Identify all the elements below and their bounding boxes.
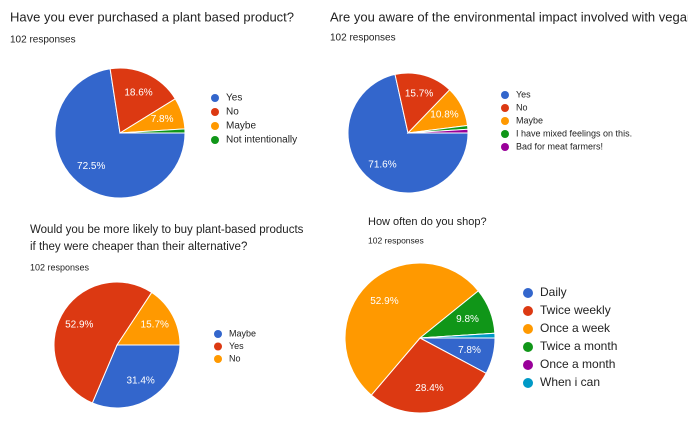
legend-swatch [214,330,222,338]
legend-swatch [214,342,222,351]
pie-slice [344,262,480,396]
legend-label: Bad for meat farmers! [516,141,603,151]
data-label: 28.4% [415,383,443,394]
legend-swatch [211,94,219,102]
legend-swatch [501,117,509,125]
legend-swatch [523,324,533,334]
legend-label: Yes [229,341,244,351]
data-label: 15.7% [141,319,169,330]
chart-subtitle: 102 responses [10,35,76,46]
data-label: 18.6% [124,88,152,99]
legend-label: No [226,107,239,118]
legend-swatch [501,143,509,151]
legend-label: Yes [516,89,531,99]
data-label: 7.8% [458,345,481,356]
pie-slice [53,281,153,404]
pie-slice [394,72,451,135]
legend-label: Yes [226,93,242,104]
legend-swatch [211,108,219,116]
legend-label: Twice weekly [540,303,611,317]
chart-title: Have you ever purchased a plant based pr… [10,9,294,24]
legend-swatch [523,378,533,388]
chart-subtitle: 102 responses [330,33,396,44]
data-label: 52.9% [370,296,398,307]
legend-swatch [211,136,219,144]
legend-label: Maybe [516,115,543,125]
legend-label: Once a week [540,321,611,335]
legend-swatch [501,130,509,138]
legend-label: I have mixed feelings on this. [516,128,632,138]
pie-slice [109,67,176,134]
legend-swatch [523,306,533,316]
data-label: 31.4% [126,375,154,386]
chart-subtitle: 102 responses [368,235,424,245]
legend-label: Twice a month [540,339,617,353]
data-label: 71.6% [368,159,396,170]
pie-slice [91,344,181,409]
legend-label: When i can [540,375,600,389]
legend-label: No [229,353,241,363]
chart-title: Would you be more likely to buy plant-ba… [30,224,304,236]
chart-subtitle: 102 responses [30,262,90,272]
legend-label: Once a month [540,357,615,371]
legend-swatch [211,122,219,130]
pie-slice [407,128,469,134]
legend-swatch [523,342,533,352]
data-label: 9.8% [456,314,479,325]
legend-label: Maybe [229,328,256,338]
legend-label: Not intentionally [226,135,297,146]
data-label: 10.8% [430,109,458,120]
data-label: 15.7% [405,88,433,99]
pie-slice [116,291,181,346]
chart-title: if they were cheaper than their alternat… [30,241,247,253]
data-label: 52.9% [65,319,93,330]
chart-title: Are you aware of the environmental impac… [330,9,688,24]
pie-slice [419,332,496,339]
chart-title: How often do you shop? [368,216,487,228]
legend-swatch [214,355,222,363]
legend-swatch [523,288,533,298]
data-label: 72.5% [77,161,105,172]
legend-swatch [501,91,509,99]
legend-label: Maybe [226,121,256,132]
pie-slice [119,128,186,134]
legend-label: No [516,102,528,112]
pie-slice [370,337,487,414]
legend-label: Daily [540,285,567,299]
legend-swatch [501,104,509,112]
legend-swatch [523,360,533,370]
data-label: 7.8% [151,114,174,125]
